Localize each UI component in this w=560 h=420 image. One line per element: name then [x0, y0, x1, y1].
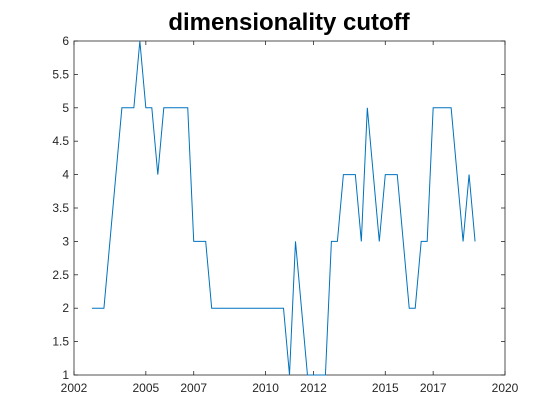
- series-line: [91, 40, 476, 376]
- y-tick-label: 3.5: [52, 201, 69, 215]
- y-tick-label: 5: [62, 101, 69, 115]
- x-tick-label: 2020: [492, 381, 519, 395]
- axes-box: [73, 40, 506, 376]
- x-tick-label: 2015: [372, 381, 399, 395]
- x-tick-label: 2010: [252, 381, 279, 395]
- y-tick-label: 4: [62, 168, 69, 182]
- x-tick-label: 2007: [180, 381, 207, 395]
- series-layer: [91, 40, 476, 376]
- y-tick-label: 5.5: [52, 67, 69, 81]
- y-tick-label: 1: [62, 368, 69, 382]
- x-tick-label: 2017: [420, 381, 447, 395]
- x-tick-label: 2012: [300, 381, 327, 395]
- x-tick-label: 2005: [132, 381, 159, 395]
- y-tick-label: 2: [62, 301, 69, 315]
- chart-title: dimensionality cutoff: [168, 9, 410, 36]
- y-axis: 1 1.5 2 2.5 3 3.5 4 4.5 5 5.5 6: [52, 34, 505, 382]
- y-tick-label: 4.5: [52, 134, 69, 148]
- y-tick-label: 2.5: [52, 268, 69, 282]
- x-axis: 2002 2005 2007 2010 2012 2015 2017 2020: [61, 41, 519, 395]
- x-tick-label: 2002: [61, 381, 88, 395]
- plot-area: 11.522.533.544.555.56 2002 2005 2007 2010 20…: [52, 34, 518, 395]
- y-tick-label: 3: [62, 234, 69, 248]
- y-tick-label: 1.5: [52, 335, 69, 349]
- y-tick-label: 6: [62, 34, 69, 48]
